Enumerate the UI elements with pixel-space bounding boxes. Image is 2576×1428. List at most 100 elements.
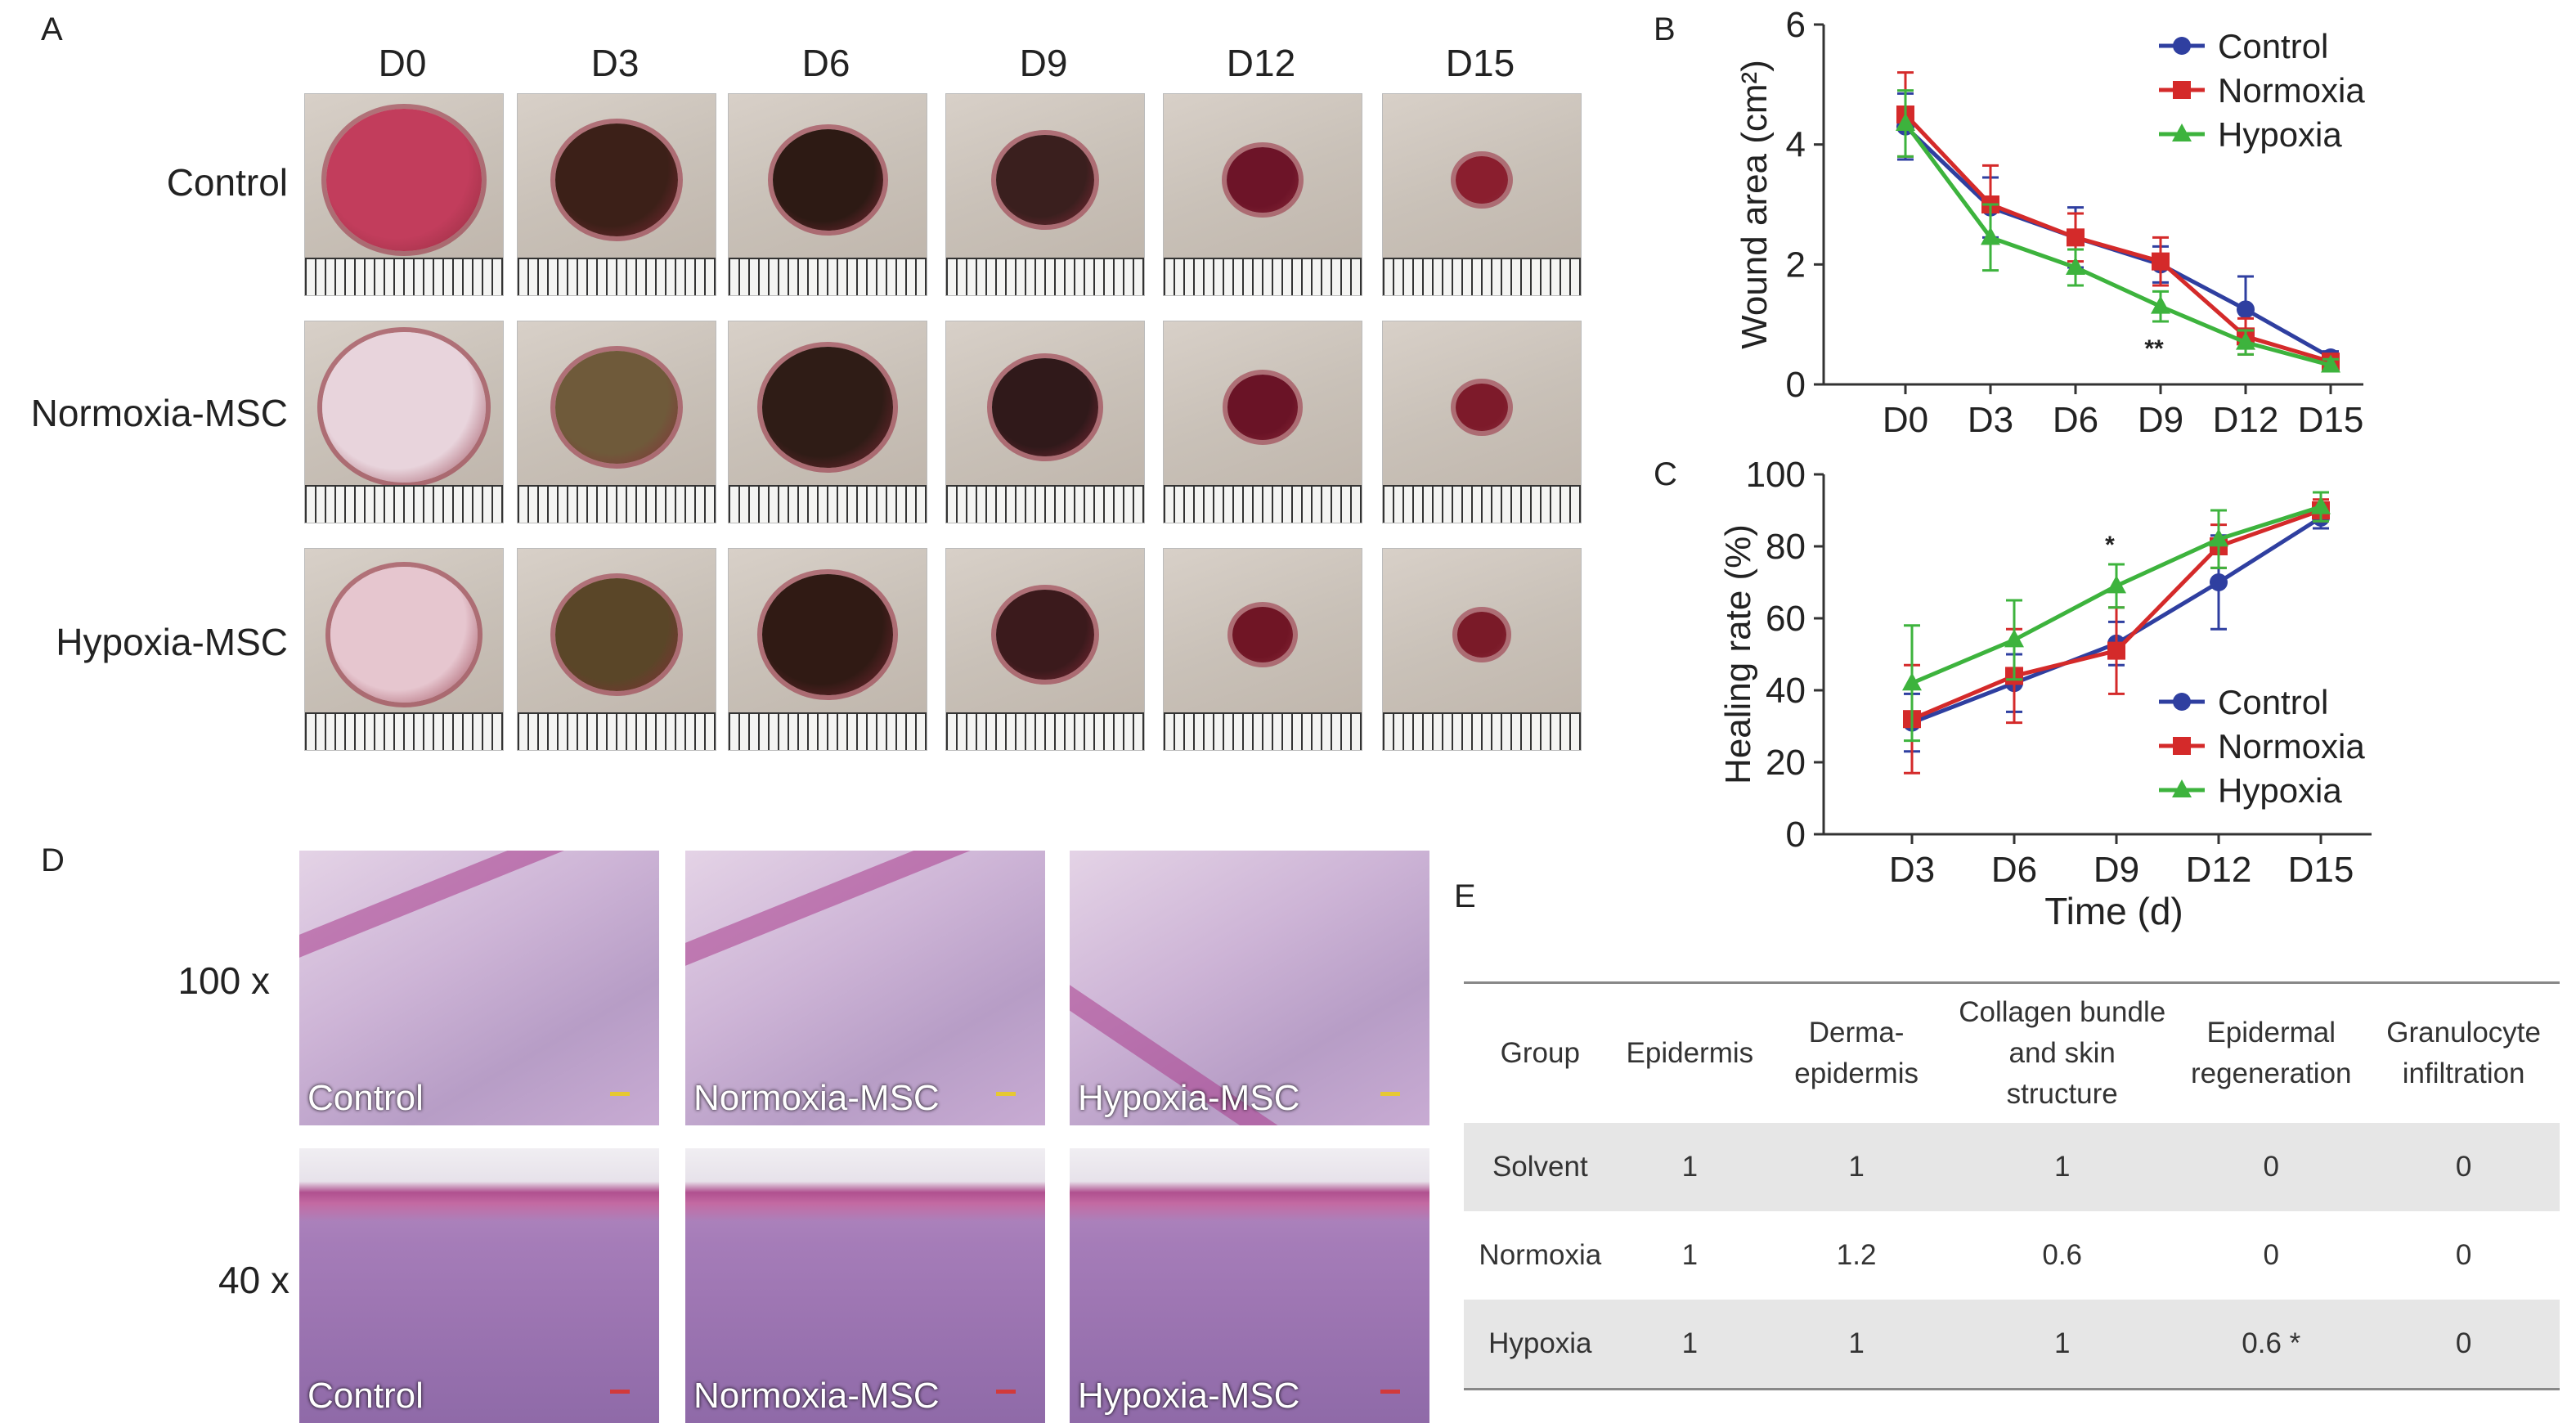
header-derma-epidermis-text: Derma-epidermis (1794, 1017, 1919, 1089)
panel-letter-b: B (1654, 11, 1676, 47)
legend-label: Hypoxia (2218, 771, 2342, 810)
mag-label-40x: 40 x (218, 1259, 289, 1301)
y-axis-label: Wound area (cm²) (1735, 60, 1775, 349)
wound (1456, 383, 1508, 432)
y-tick-label: 0 (1786, 365, 1806, 405)
wound (1227, 146, 1299, 213)
ruler (729, 485, 927, 523)
wound (762, 347, 893, 468)
ruler (518, 712, 716, 750)
tissue-band (1070, 1148, 1429, 1222)
ruler (1383, 712, 1581, 750)
ruler (518, 258, 716, 295)
table-cell: Normoxia (1479, 1239, 1602, 1271)
legend-label: Hypoxia (2218, 115, 2342, 154)
table-header-row: Group Epidermis Derma-epidermis Collagen… (1464, 982, 2560, 1124)
header-granulocyte-text: Granulocyte infiltration (2386, 1017, 2541, 1089)
wound-photo (945, 93, 1145, 296)
histology-image: Control (299, 1148, 659, 1423)
wound-photo (304, 321, 504, 523)
table-row: Solvent 1 1 1 0 0 (1464, 1123, 2560, 1211)
table-row: Normoxia 1 1.2 0.6 0 0 (1464, 1211, 2560, 1300)
histology-image: Normoxia-MSC (685, 851, 1045, 1125)
table-row: Hypoxia 1 1 1 0.6 * 0 (1464, 1300, 2560, 1390)
table-cell: 0 (2263, 1239, 2279, 1271)
histology-label: Control (307, 1078, 424, 1118)
wound-photo (517, 93, 716, 296)
significance-annotation: * (2105, 532, 2115, 559)
data-point (1896, 113, 1915, 131)
y-tick-label: 0 (1786, 815, 1806, 855)
legend-label: Normoxia (2218, 71, 2365, 110)
chart-wound-area: 0 2 4 6 D0 D3 D6 D9 D12 D15 Wound area (cm²) ** Cont… (1735, 5, 2365, 440)
x-tick-label: D15 (2298, 400, 2364, 440)
day-label: D6 (801, 42, 850, 84)
wound (1457, 612, 1506, 658)
wound-photo (1163, 548, 1362, 751)
wound (772, 128, 883, 231)
header-derma-epidermis: Derma-epidermis (1763, 983, 1950, 1124)
wound-photo (728, 321, 927, 523)
histology-image: Hypoxia-MSC (1070, 851, 1429, 1125)
panel-letter-c: C (1654, 456, 1677, 492)
day-label: D3 (590, 42, 640, 84)
histology-label: Normoxia-MSC (693, 1078, 940, 1118)
table-cell: Solvent (1464, 1123, 1617, 1211)
header-epidermal-regeneration: Epidermal regeneration (2174, 983, 2367, 1124)
tissue-band (299, 851, 659, 970)
x-tick-label: D9 (2094, 850, 2139, 890)
wound (555, 351, 678, 464)
scale-bar (610, 1092, 630, 1096)
x-tick-label: D6 (2053, 400, 2098, 440)
x-tick-label: D3 (1889, 850, 1935, 890)
wound-photo (517, 321, 716, 523)
ruler (305, 712, 503, 750)
y-tick-label: 60 (1766, 599, 1806, 639)
data-point (2236, 331, 2255, 350)
ruler (305, 258, 503, 295)
y-tick-label: 6 (1786, 5, 1806, 45)
legend-marker (2172, 779, 2192, 797)
x-tick-label: D12 (2213, 400, 2279, 440)
data-point (2004, 629, 2024, 648)
table-cell: 1 (1950, 1123, 2175, 1211)
ruler (946, 258, 1144, 295)
table-cell: 1 (1681, 1239, 1699, 1271)
legend-marker (2173, 81, 2191, 99)
wound (555, 578, 678, 691)
wound (322, 332, 486, 483)
scale-bar (610, 1390, 630, 1394)
tissue-band (299, 1148, 659, 1222)
wound-photo (517, 548, 716, 751)
panel-letter-a: A (41, 11, 63, 47)
wound (996, 134, 1094, 226)
x-tick-label: D6 (1991, 850, 2037, 890)
mag-label-100x: 100 x (177, 959, 270, 1002)
data-point (2151, 295, 2170, 314)
data-point (2107, 641, 2125, 660)
table-cell: 0.6 (2042, 1239, 2083, 1271)
x-tick-label: D9 (2138, 400, 2183, 440)
wound (992, 358, 1098, 456)
y-axis-label: Healing rate (%) (1718, 524, 1758, 784)
tissue-band (685, 851, 1045, 978)
ruler (1164, 712, 1362, 750)
y-tick-label: 40 (1766, 671, 1806, 711)
wound-photo (728, 548, 927, 751)
panel-letter-e: E (1454, 878, 1476, 914)
row-label: Control (166, 161, 288, 204)
y-tick-label: 80 (1766, 527, 1806, 567)
legend-marker (2173, 737, 2191, 755)
data-point (2237, 300, 2255, 319)
day-label: D12 (1226, 42, 1296, 84)
header-collagen-text: Collagen bundle and skin structure (1959, 996, 2166, 1110)
header-granulocyte: Granulocyte infiltration (2367, 983, 2560, 1124)
tissue-band (685, 1148, 1045, 1222)
table-cell: 1.2 (1836, 1239, 1877, 1271)
histology-label: Hypoxia-MSC (1078, 1078, 1300, 1118)
x-tick-label: D0 (1883, 400, 1928, 440)
table-cell: 0.6 * (2174, 1300, 2368, 1390)
y-tick-label: 100 (1746, 455, 1806, 495)
table-cell: 0 (2367, 1123, 2560, 1211)
data-point (2209, 528, 2228, 547)
